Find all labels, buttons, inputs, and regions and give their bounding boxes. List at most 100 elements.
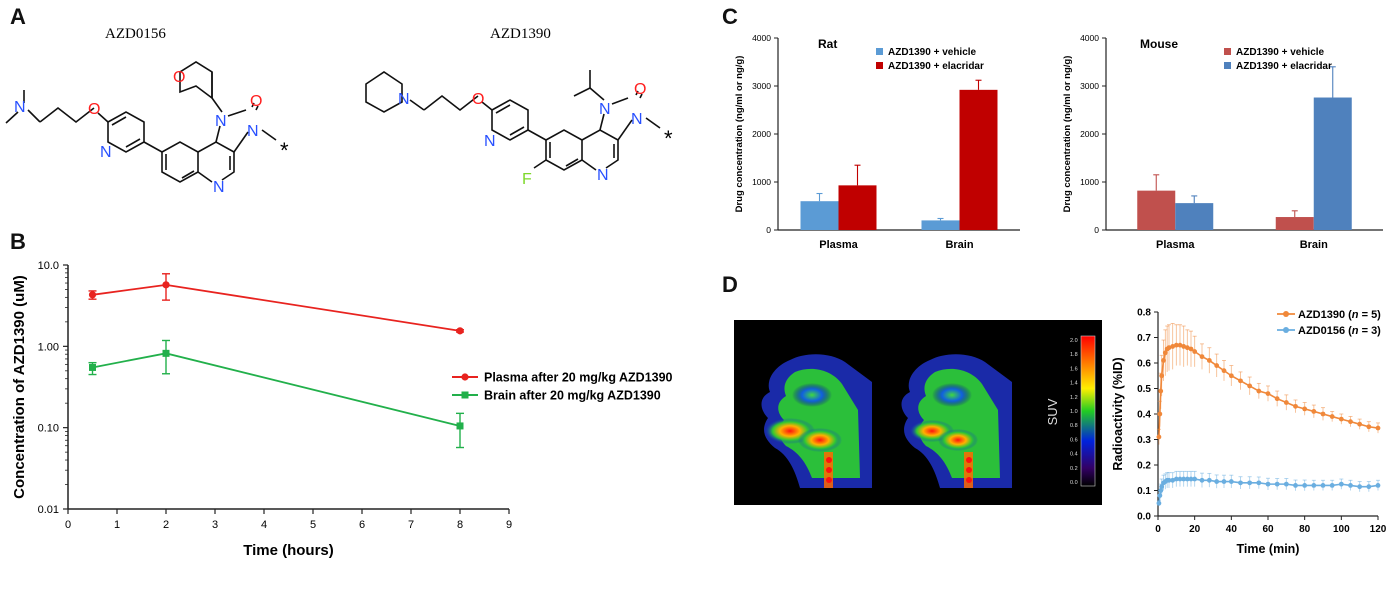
legend-swatch <box>876 62 883 69</box>
y-tick-label: 0.6 <box>1137 359 1151 370</box>
data-point <box>1170 477 1176 483</box>
y-tick-label: 4000 <box>1080 33 1099 43</box>
pet-head-left <box>761 354 872 488</box>
category-label: Brain <box>1300 239 1328 251</box>
data-point <box>1162 350 1168 356</box>
data-point <box>1348 483 1353 488</box>
legend-marker <box>461 373 469 381</box>
y-tick-label: 0.5 <box>1137 384 1151 395</box>
colorbar-tick-label: 1.2 <box>1070 395 1078 401</box>
atom-o-ether: O <box>472 91 484 108</box>
x-tick-label: 2 <box>163 519 169 531</box>
colorbar-tick-label: 1.6 <box>1070 366 1078 372</box>
data-point <box>1206 358 1212 363</box>
colorbar-tick-label: 0.6 <box>1070 437 1078 443</box>
data-point <box>1311 409 1317 414</box>
y-tick-label: 0.8 <box>1137 308 1151 319</box>
y-tick-label: 0.10 <box>38 423 59 435</box>
pet-image: SUV 2.0 1.8 1.6 1.4 1.2 1.0 0.8 0.6 0.4 0.2 0.0 <box>734 320 1102 505</box>
data-point <box>1184 345 1190 351</box>
data-point <box>1238 480 1243 486</box>
chart-c-rat-bars: 0 1000 2000 3000 4000 Drug concentration (ng/… <box>734 33 1020 251</box>
data-point <box>162 281 170 289</box>
atom-o-ether: O <box>88 101 100 118</box>
data-point <box>1265 391 1271 396</box>
x-tick-label: 5 <box>310 519 316 531</box>
legend-swatch <box>876 48 883 55</box>
bar-brain-1 <box>1313 97 1352 231</box>
bar-brain-1 <box>959 89 998 230</box>
y-tick-label: 0.4 <box>1137 410 1151 421</box>
data-point <box>1256 480 1262 486</box>
data-point <box>1199 477 1205 483</box>
y-tick-label: 1000 <box>752 177 771 187</box>
legend-label: Plasma after 20 mg/kg AZD1390 <box>484 371 673 385</box>
series-line-0 <box>1158 344 1379 437</box>
data-point <box>1192 476 1198 482</box>
atom-n-imidazole-1: N <box>599 101 611 118</box>
data-point <box>1181 344 1187 349</box>
x-tick-label: 3 <box>212 519 218 531</box>
data-point <box>1159 484 1165 490</box>
data-point <box>1188 346 1194 352</box>
structure-azd0156: AZD0156 <box>5 26 289 196</box>
legend-n: n <box>1352 325 1359 337</box>
y-tick-label: 2000 <box>752 129 771 139</box>
data-point <box>1181 476 1187 482</box>
data-point <box>1293 483 1298 488</box>
structure-azd1390: AZD1390 <box>365 26 673 188</box>
atom-n-imidazole-1: N <box>215 113 227 130</box>
legend-label: AZD1390 + vehicle <box>888 47 977 58</box>
data-point <box>1173 476 1179 482</box>
atom-n-quinoline: N <box>597 167 609 184</box>
data-point <box>1357 421 1363 427</box>
data-point <box>1173 342 1179 348</box>
data-point <box>1283 481 1289 487</box>
colorbar-tick-label: 1.4 <box>1070 381 1078 387</box>
data-point <box>1238 378 1243 384</box>
data-point <box>456 327 464 335</box>
data-point <box>1274 481 1280 487</box>
data-point <box>1188 476 1194 482</box>
legend-label: Brain after 20 mg/kg AZD1390 <box>484 389 661 403</box>
data-point <box>1283 400 1289 405</box>
y-tick-label: 10.0 <box>38 260 59 272</box>
x-tick-label: 60 <box>1262 524 1274 535</box>
data-point <box>1338 416 1344 422</box>
data-point <box>1256 388 1262 394</box>
legend-label: AZD1390 + elacridar <box>1236 61 1332 72</box>
colorbar-ticks: 2.0 1.8 1.6 1.4 1.2 1.0 0.8 0.6 0.4 0.2 0.0 <box>1070 338 1078 486</box>
legend-swatch <box>1224 62 1231 69</box>
data-point <box>1199 354 1205 360</box>
data-point <box>1166 477 1172 483</box>
legend-label: AZD0156 (n = 3) <box>1298 325 1381 337</box>
data-point <box>1221 479 1227 484</box>
atom-o-oxane: O <box>173 69 185 86</box>
data-point <box>1247 383 1253 389</box>
y-tick-label: 1000 <box>1080 177 1099 187</box>
data-point <box>1320 483 1326 488</box>
data-point <box>1161 358 1166 363</box>
data-point <box>89 363 96 371</box>
data-point <box>456 422 464 430</box>
x-tick-label: 4 <box>261 519 267 531</box>
x-tick-label: 0 <box>65 519 71 531</box>
data-point <box>1221 368 1227 374</box>
bar-plasma-1 <box>1175 203 1214 230</box>
colorbar-tick-label: 0.0 <box>1070 480 1078 486</box>
x-tick-label: 0 <box>1155 524 1161 535</box>
y-tick-label: 3000 <box>752 81 771 91</box>
y-tick-label: 4000 <box>752 33 771 43</box>
data-point <box>1214 363 1220 368</box>
atom-n-imidazole-2: N <box>247 123 259 140</box>
x-tick-label: 9 <box>506 519 512 531</box>
y-axis-title: Drug concentration (ng/ml or ng/g) <box>734 56 745 213</box>
atom-n-amine: N <box>14 99 26 116</box>
data-point <box>1156 500 1162 506</box>
legend-label: AZD1390 (n = 5) <box>1298 309 1381 321</box>
y-axis-title: Concentration of AZD1390 (uM) <box>11 275 28 499</box>
data-point <box>1302 483 1308 488</box>
data-point <box>1329 483 1335 488</box>
data-point <box>1166 345 1172 351</box>
